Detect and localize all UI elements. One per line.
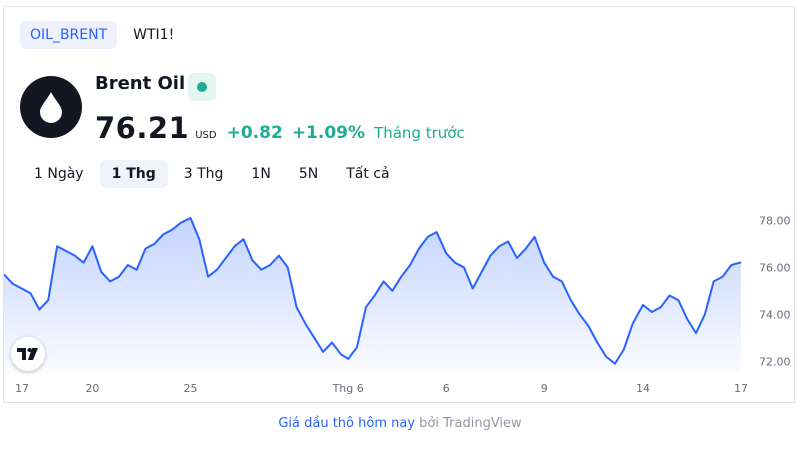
change-period: Tháng trước bbox=[374, 124, 465, 142]
footer-attribution: Giá dầu thô hôm nay bởi TradingView bbox=[0, 416, 800, 431]
chart-area-fill bbox=[4, 218, 741, 373]
price-chart[interactable]: 72.00 74.00 76.00 78.00 17 20 25 Thg 6 6 9 14 17 bbox=[4, 203, 794, 403]
last-price: 76.21 bbox=[95, 111, 190, 145]
range-tab-1y[interactable]: 1N bbox=[251, 166, 271, 182]
x-tick-label: 17 bbox=[15, 382, 29, 395]
range-tab-5y[interactable]: 5N bbox=[298, 166, 319, 182]
price-change-percent: +1.09% bbox=[291, 123, 366, 143]
x-tick-label: 9 bbox=[541, 382, 548, 395]
y-tick-label: 76.00 bbox=[759, 261, 791, 274]
range-tab-1d[interactable]: 1 Ngày bbox=[34, 166, 84, 182]
symbol-tabs: OIL_BRENT WTI1! bbox=[20, 21, 184, 49]
x-tick-label: 14 bbox=[636, 382, 650, 395]
y-tick-label: 78.00 bbox=[759, 214, 791, 227]
x-tick-label: 20 bbox=[85, 382, 99, 395]
oil-drop-icon bbox=[20, 76, 82, 138]
market-status-dot-icon[interactable] bbox=[188, 73, 216, 101]
y-tick-label: 72.00 bbox=[759, 355, 791, 368]
tradingview-brand-link[interactable]: TradingView bbox=[443, 416, 522, 431]
tradingview-widget: OIL_BRENT WTI1! Brent Oil 76.21 USD +0.8… bbox=[3, 6, 795, 403]
range-tabs: 1 Ngày 1 Thg 3 Thg 1N 5N Tất cả bbox=[22, 160, 402, 188]
y-tick-label: 74.00 bbox=[759, 308, 791, 321]
tradingview-logo-icon[interactable] bbox=[11, 337, 45, 371]
x-tick-label: 17 bbox=[734, 382, 748, 395]
x-axis: 17 20 25 Thg 6 6 9 14 17 bbox=[15, 382, 748, 395]
x-tick-label: Thg 6 bbox=[332, 382, 364, 395]
footer-by-text: bởi bbox=[419, 416, 439, 431]
x-tick-label: 25 bbox=[183, 382, 197, 395]
range-tab-all[interactable]: Tất cả bbox=[346, 166, 390, 182]
symbol-tab-wti[interactable]: WTI1! bbox=[133, 27, 175, 43]
instrument-name: Brent Oil bbox=[95, 73, 186, 94]
currency: USD bbox=[195, 130, 217, 141]
range-tab-1m[interactable]: 1 Thg bbox=[99, 160, 168, 188]
crude-oil-price-link[interactable]: Giá dầu thô hôm nay bbox=[278, 416, 416, 431]
price-change: +0.82 bbox=[226, 123, 283, 143]
x-tick-label: 6 bbox=[443, 382, 450, 395]
range-tab-3m[interactable]: 3 Thg bbox=[183, 166, 224, 182]
y-axis: 72.00 74.00 76.00 78.00 bbox=[759, 214, 791, 368]
price-row: 76.21 USD +0.82 +1.09% Tháng trước bbox=[95, 111, 465, 145]
chart-price-line bbox=[4, 217, 742, 365]
symbol-tab-oil-brent[interactable]: OIL_BRENT bbox=[20, 21, 118, 49]
